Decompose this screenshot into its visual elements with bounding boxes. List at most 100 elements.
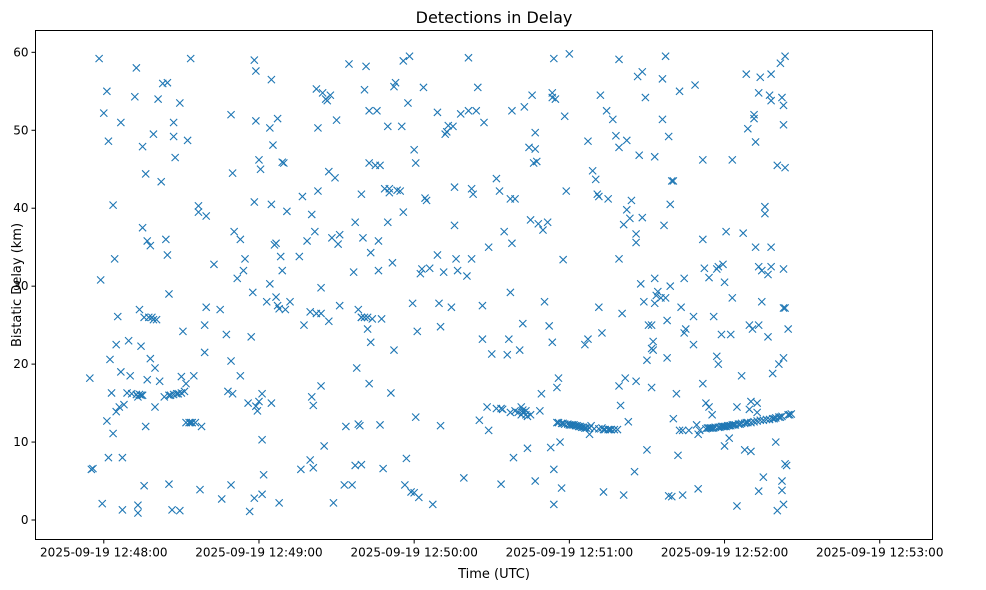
data-point xyxy=(335,301,344,310)
data-point xyxy=(726,330,735,339)
data-point xyxy=(746,397,755,406)
data-point xyxy=(689,312,698,321)
data-point xyxy=(767,243,776,252)
data-point xyxy=(663,353,672,362)
data-point xyxy=(658,74,667,83)
data-point xyxy=(582,424,591,433)
data-point xyxy=(712,265,721,274)
data-point xyxy=(169,118,178,127)
data-point xyxy=(647,321,656,330)
data-point xyxy=(692,420,701,429)
data-point xyxy=(365,159,374,167)
data-point xyxy=(372,106,381,115)
data-point xyxy=(448,122,457,131)
data-point xyxy=(531,144,540,153)
data-point xyxy=(116,367,125,376)
data-point xyxy=(413,327,422,336)
data-point xyxy=(168,505,177,514)
data-point xyxy=(281,305,290,314)
data-point xyxy=(511,194,520,203)
data-point xyxy=(495,187,504,196)
data-point xyxy=(251,67,260,76)
data-point xyxy=(313,123,322,132)
data-point xyxy=(296,465,305,474)
data-point xyxy=(228,169,237,178)
data-point xyxy=(88,464,97,473)
data-point xyxy=(262,297,271,306)
data-point xyxy=(95,54,104,63)
data-point xyxy=(126,371,135,380)
data-point xyxy=(366,248,375,257)
data-point xyxy=(133,509,142,517)
data-point xyxy=(622,205,631,214)
data-point xyxy=(745,321,754,330)
data-point xyxy=(258,389,267,398)
chart-title: Detections in Delay xyxy=(416,8,573,27)
data-point xyxy=(740,445,749,454)
data-point xyxy=(258,435,267,444)
data-point xyxy=(774,413,783,422)
data-point xyxy=(635,151,644,160)
data-point xyxy=(615,381,624,390)
data-point xyxy=(473,83,482,92)
data-point xyxy=(469,190,478,199)
data-point xyxy=(619,220,628,229)
data-point xyxy=(642,356,651,365)
y-tick-label: 10 xyxy=(13,435,28,449)
data-point xyxy=(624,417,633,426)
data-point xyxy=(312,84,321,93)
data-point xyxy=(365,379,374,388)
data-point xyxy=(607,425,616,434)
data-point xyxy=(196,485,204,494)
data-point xyxy=(436,421,445,430)
data-point xyxy=(227,110,236,119)
data-point xyxy=(507,106,516,115)
data-point xyxy=(144,313,153,322)
data-point xyxy=(320,441,329,450)
data-point xyxy=(133,501,142,510)
data-point xyxy=(660,221,669,230)
data-point xyxy=(155,377,164,386)
data-point xyxy=(641,93,650,102)
data-point xyxy=(171,153,180,162)
data-point xyxy=(732,403,741,411)
data-point xyxy=(227,357,236,365)
data-point xyxy=(324,167,333,176)
data-point xyxy=(118,505,127,514)
data-point xyxy=(669,176,678,185)
data-point xyxy=(503,350,512,359)
data-point xyxy=(411,159,420,167)
data-point xyxy=(767,96,776,105)
data-point xyxy=(632,229,641,238)
data-point xyxy=(402,454,411,463)
data-point xyxy=(779,304,788,312)
data-point xyxy=(464,106,473,115)
data-point xyxy=(149,130,158,139)
data-point xyxy=(484,243,493,252)
data-point xyxy=(405,52,414,61)
data-point xyxy=(616,401,625,410)
data-point xyxy=(340,480,349,489)
data-point xyxy=(673,451,682,460)
data-point xyxy=(112,407,121,416)
data-point xyxy=(344,60,353,69)
data-point xyxy=(615,254,624,263)
data-point xyxy=(267,399,276,408)
data-point xyxy=(334,240,343,249)
data-point xyxy=(186,54,195,63)
data-point xyxy=(349,268,358,277)
x-tick-label: 2025-09-19 12:52:00 xyxy=(661,546,788,560)
data-point xyxy=(450,183,459,192)
data-point xyxy=(754,262,763,271)
data-point xyxy=(777,93,786,102)
data-point xyxy=(354,305,363,314)
data-point xyxy=(666,200,675,209)
data-point xyxy=(658,115,667,124)
data-point xyxy=(526,410,535,419)
data-point xyxy=(613,425,622,434)
data-point xyxy=(565,49,574,58)
data-point xyxy=(259,470,268,479)
data-point xyxy=(746,447,755,456)
data-point xyxy=(147,313,156,322)
data-point xyxy=(245,507,254,516)
